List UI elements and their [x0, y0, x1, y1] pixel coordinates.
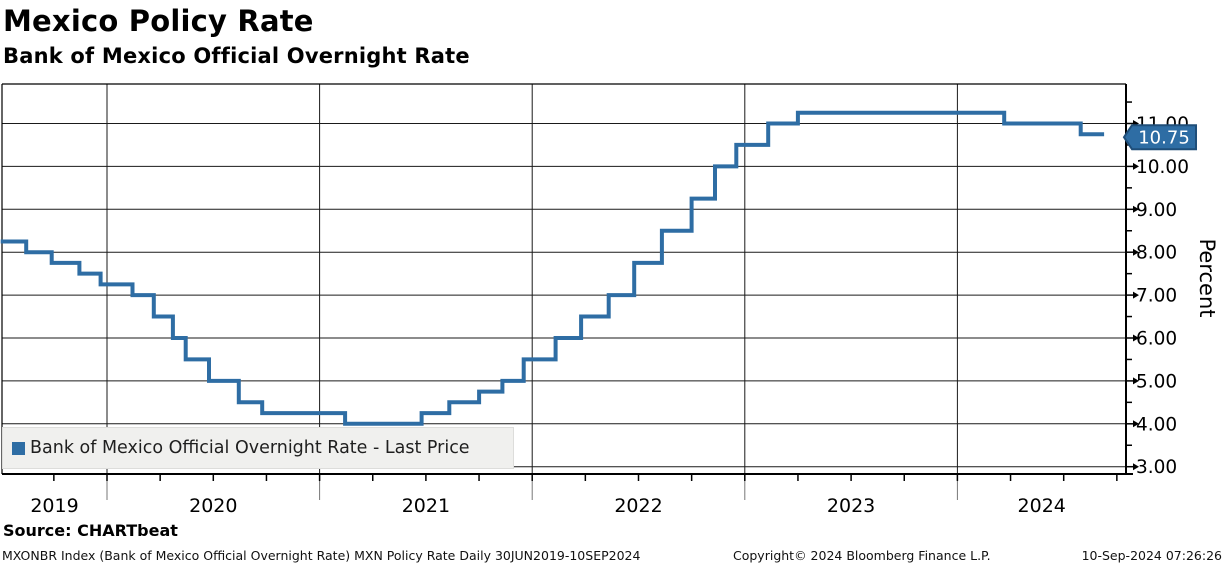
y-tick-arrow-icon	[1133, 162, 1139, 170]
y-tick-label: 5.00	[1136, 371, 1177, 392]
y-tick-label: 7.00	[1136, 286, 1177, 307]
page-title: Mexico Policy Rate	[3, 4, 314, 38]
footer-bar: MXONBR Index (Bank of Mexico Official Ov…	[0, 546, 1224, 566]
y-tick-arrow-icon	[1133, 377, 1139, 385]
footer-ticker-text: MXONBR Index (Bank of Mexico Official Ov…	[2, 548, 641, 563]
x-tick-label: 2019	[30, 495, 78, 517]
legend-label: Bank of Mexico Official Overnight Rate -…	[30, 438, 470, 458]
y-tick-arrow-icon	[1133, 334, 1139, 342]
y-tick-label: 9.00	[1136, 200, 1177, 221]
y-tick-arrow-icon	[1133, 420, 1139, 428]
y-tick-arrow-icon	[1133, 248, 1139, 256]
y-axis-title: Percent	[1195, 238, 1219, 318]
x-tick-label: 2024	[1018, 495, 1066, 517]
legend: Bank of Mexico Official Overnight Rate -…	[2, 427, 514, 469]
y-tick-label: 8.00	[1136, 243, 1177, 264]
legend-swatch-icon	[12, 441, 25, 455]
y-tick-label: 4.00	[1136, 414, 1177, 435]
x-tick-label: 2022	[614, 495, 662, 517]
y-tick-label: 6.00	[1136, 329, 1177, 350]
x-tick-label: 2023	[827, 495, 875, 517]
footer-timestamp: 10-Sep-2024 07:26:26	[1081, 548, 1222, 563]
last-price-label: 10.75	[1138, 128, 1190, 149]
x-tick-label: 2020	[189, 495, 237, 517]
y-tick-arrow-icon	[1133, 463, 1139, 471]
last-price-badge	[1122, 124, 1197, 151]
chart-subtitle: Bank of Mexico Official Overnight Rate	[3, 44, 470, 68]
policy-rate-step-line	[0, 110, 1105, 426]
y-tick-label: 10.00	[1136, 157, 1189, 178]
y-tick-arrow-icon	[1133, 291, 1139, 299]
x-tick-label: 2021	[402, 495, 450, 517]
y-tick-label: 3.00	[1136, 457, 1177, 478]
footer-copyright: Copyright© 2024 Bloomberg Finance L.P.	[733, 548, 991, 563]
source-label: Source: CHARTbeat	[3, 521, 178, 540]
y-tick-arrow-icon	[1133, 205, 1139, 213]
